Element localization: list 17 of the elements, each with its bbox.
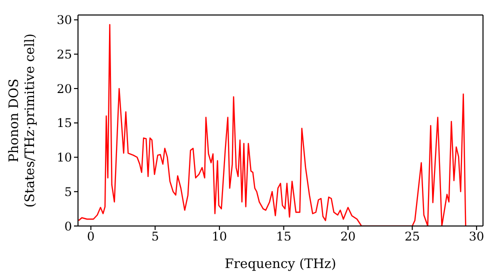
x-tick-label: 30 (468, 230, 484, 244)
y-tick-label: 10 (56, 150, 72, 165)
x-tick-label: 0 (87, 230, 95, 244)
x-axis-title: Frequency (THz) (224, 257, 336, 272)
y-tick-label: 0 (64, 219, 72, 234)
y-tick-label: 20 (56, 82, 72, 96)
y-tick-label: 25 (56, 47, 72, 62)
y-tick-label: 15 (56, 116, 72, 130)
y-tick-label: 30 (56, 13, 72, 28)
x-tick-label: 10 (212, 230, 228, 244)
y-axis-title: Phonon DOS (States/THz·primitive cell) (7, 33, 38, 208)
x-tick-label: 25 (404, 230, 420, 244)
x-tick-label: 5 (151, 230, 159, 244)
x-tick-label: 20 (340, 230, 356, 244)
x-tick-label: 15 (276, 230, 292, 244)
line-series (78, 24, 466, 226)
y-tick-label: 5 (64, 184, 72, 199)
